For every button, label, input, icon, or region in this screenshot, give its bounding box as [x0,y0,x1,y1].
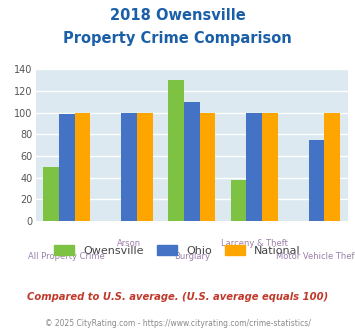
Bar [200,113,215,221]
Bar [121,113,137,221]
Text: Motor Vehicle Theft: Motor Vehicle Theft [276,252,355,261]
Legend: Owensville, Ohio, National: Owensville, Ohio, National [50,241,305,260]
Bar [231,180,246,221]
Text: Property Crime Comparison: Property Crime Comparison [63,31,292,46]
Bar [246,113,262,221]
Bar [43,167,59,221]
Text: Compared to U.S. average. (U.S. average equals 100): Compared to U.S. average. (U.S. average … [27,292,328,302]
Bar [309,140,324,221]
Text: © 2025 CityRating.com - https://www.cityrating.com/crime-statistics/: © 2025 CityRating.com - https://www.city… [45,319,310,328]
Text: All Property Crime: All Property Crime [28,252,105,261]
Bar [168,80,184,221]
Bar [184,102,200,221]
Text: Larceny & Theft: Larceny & Theft [221,239,288,248]
Bar [137,113,153,221]
Text: 2018 Owensville: 2018 Owensville [110,8,245,23]
Bar [59,114,75,221]
Bar [262,113,278,221]
Bar [75,113,90,221]
Text: Arson: Arson [117,239,141,248]
Text: Burglary: Burglary [174,252,210,261]
Bar [324,113,340,221]
